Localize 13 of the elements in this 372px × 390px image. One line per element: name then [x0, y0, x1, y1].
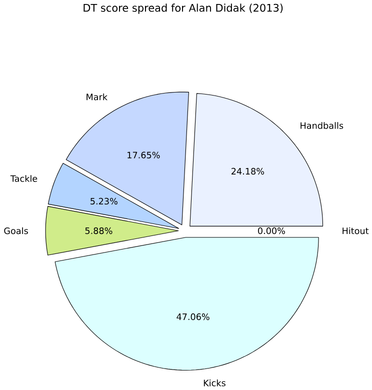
slice-label: Kicks [204, 379, 226, 386]
slice-label: Handballs [300, 122, 343, 129]
slice-label: Tackle [10, 175, 37, 182]
data-label: 24.18% [231, 168, 264, 175]
text: 0.00% [258, 227, 285, 234]
category-label: Hitout [342, 227, 368, 234]
chart-title: DT score spread for Alan Didak (2013) [83, 4, 282, 14]
data-label: 5.23% [90, 198, 118, 205]
data-label: 17.65% [127, 152, 160, 158]
data-label: 47.06% [176, 313, 210, 320]
slice-label: Mark [86, 93, 108, 100]
slice-label: Goals [4, 227, 28, 234]
data-label: 5.88% [85, 227, 112, 234]
